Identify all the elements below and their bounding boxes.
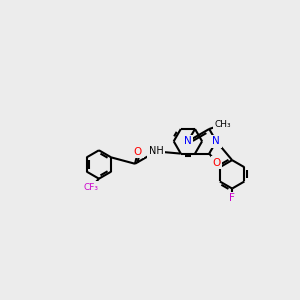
Text: CF₃: CF₃ (84, 183, 99, 192)
Text: O: O (213, 158, 221, 168)
Text: CH₃: CH₃ (214, 120, 231, 129)
Text: N: N (184, 136, 192, 146)
Text: NH: NH (149, 146, 164, 157)
Text: N: N (212, 136, 220, 146)
Text: F: F (229, 193, 235, 203)
Text: O: O (134, 147, 142, 157)
